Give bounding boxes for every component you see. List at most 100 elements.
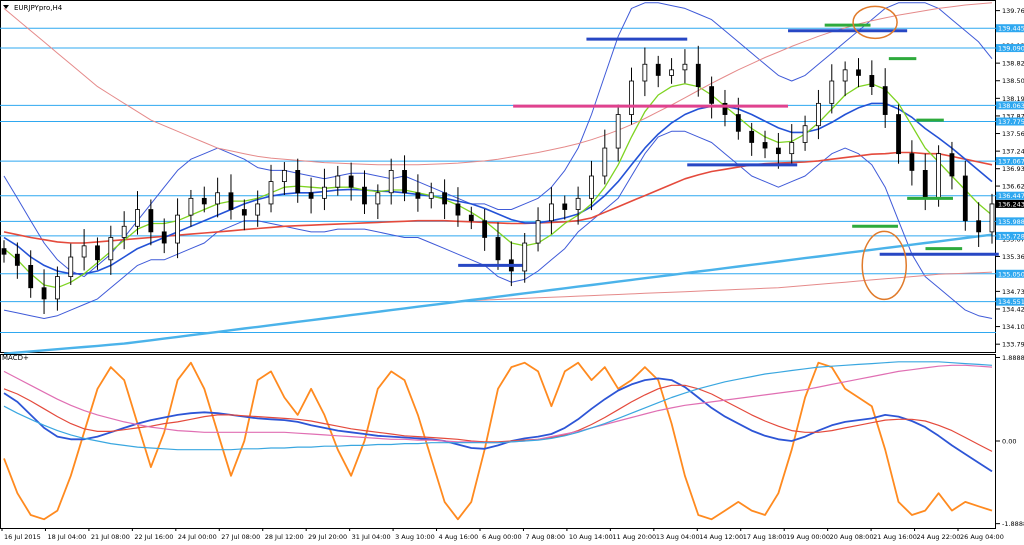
series-bb_upper [3, 2, 993, 278]
candle-body [589, 175, 594, 199]
price-tick-label: 137.560 [1002, 130, 1024, 138]
price-tick-label: 136.620 [1002, 183, 1024, 191]
price-tag-label: 135.728 [998, 232, 1024, 240]
candle-body [442, 192, 447, 205]
candle-body [308, 192, 314, 199]
price-tag [996, 297, 1024, 306]
macd-tick-label: 1.8888 [1002, 354, 1024, 362]
candle-body [148, 209, 154, 233]
candle-body [642, 63, 648, 82]
time-tick-label: 6 Aug 00:00 [482, 533, 522, 541]
time-tick-label: 24 Jul 00:00 [178, 533, 217, 541]
price-tag-label: 135.050 [998, 270, 1024, 278]
time-tick-label: 17 Aug 18:00 [743, 533, 787, 541]
candle-body [749, 130, 755, 143]
time-tick-label: 21 Jul 08:00 [91, 533, 130, 541]
time-tick-label: 20 Aug 08:00 [830, 533, 874, 541]
price-tag-label: 138.063 [998, 102, 1024, 110]
candle-body [816, 102, 821, 127]
candle-body [896, 114, 901, 155]
candle-body [722, 102, 728, 115]
price-panel-frame [0, 0, 996, 353]
candle-body [869, 75, 875, 88]
time-tick-label: 26 Aug 04:00 [960, 533, 1004, 541]
price-tick-label: 134.105 [1002, 323, 1024, 331]
candle-body [629, 80, 634, 115]
time-tick-label: 18 Jul 04:00 [47, 533, 86, 541]
time-axis: 16 Jul 2015 18 Jul 04:00 21 Jul 08:00 22 Ju… [1, 528, 1004, 541]
candle-body [402, 170, 407, 194]
price-tick-label: 137.245 [1002, 148, 1024, 156]
series-bb_lower [3, 130, 993, 319]
candle-body [962, 175, 968, 222]
candle-body [669, 69, 674, 76]
price-tag [996, 191, 1024, 200]
title-dropdown-icon[interactable] [3, 5, 9, 9]
candle-body [161, 231, 167, 244]
candle-body [415, 192, 421, 199]
candle-body [735, 114, 741, 132]
candle-body [562, 203, 568, 210]
candle-body [81, 245, 87, 258]
price-tag [996, 24, 1024, 33]
highlight-circle[interactable] [852, 5, 898, 40]
candle-body [215, 192, 221, 205]
time-tick-label: 14 Aug 12:00 [699, 533, 743, 541]
macd-tick-label: -1.8888 [1002, 520, 1024, 528]
price-tag [996, 231, 1024, 240]
candle-body [428, 192, 434, 199]
candle-body [95, 245, 100, 261]
price-tag-label: 134.551 [998, 298, 1024, 306]
price-tick-label: 136.930 [1002, 165, 1024, 173]
candle-body [455, 203, 461, 216]
candle-body [295, 170, 301, 194]
candle-body [175, 214, 180, 244]
candle-body [882, 86, 888, 115]
candle-body [535, 220, 541, 244]
time-tick-label: 19 Aug 00:00 [786, 533, 830, 541]
candle-body [775, 147, 781, 155]
price-tick-label: 138.190 [1002, 95, 1024, 103]
price-tag-label: 135.988 [998, 218, 1024, 226]
time-tick-label: 13 Aug 04:00 [656, 533, 700, 541]
price-tag [996, 117, 1024, 126]
price-tag [996, 269, 1024, 278]
main-title: EURJPYpro,H4 [14, 4, 63, 12]
time-tick-label: 27 Jul 08:00 [221, 533, 260, 541]
candle-body [228, 192, 234, 210]
series-ma_slow [3, 233, 993, 355]
price-tick-label: 134.735 [1002, 288, 1024, 296]
price-tag-label: 139.445 [998, 25, 1024, 33]
time-tick-label: 11 Aug 20:00 [612, 533, 656, 541]
price-tick-label: 137.875 [1002, 112, 1024, 120]
candle-body [829, 80, 835, 104]
candle-body [989, 203, 995, 233]
macd-panel-frame [0, 354, 996, 529]
candle-body [602, 147, 608, 177]
candle-body [482, 220, 488, 238]
time-tick-label: 24 Aug 22:00 [917, 533, 961, 541]
candle-body [108, 237, 114, 261]
candle-body [388, 170, 394, 194]
series-ma_mid [3, 102, 993, 275]
time-tick-label: 10 Aug 14:00 [569, 533, 613, 541]
price-tag [996, 44, 1024, 53]
time-tick-label: 22 Jul 16:00 [134, 533, 173, 541]
time-tick-label: 28 Jul 12:00 [265, 533, 304, 541]
candle-body [322, 186, 327, 199]
highlight-circle[interactable] [861, 230, 907, 301]
candle-body [14, 253, 20, 266]
candle-body [575, 197, 581, 210]
candle-body [922, 170, 928, 199]
candle-body [936, 153, 941, 199]
candle-body [362, 186, 367, 205]
series-slow_cyan [3, 361, 993, 451]
price-tag-label: 137.775 [998, 118, 1024, 126]
candle-body [842, 69, 848, 82]
candle-body [468, 214, 474, 222]
price-tick-label: 135.360 [1002, 253, 1024, 261]
price-panel: 133.790 134.105 134.420 134.735 135.050 135.3… [0, 0, 1024, 355]
macd-tick-label: 0.00 [1002, 438, 1016, 446]
candle-body [522, 242, 528, 272]
price-tag-label: 136.447 [998, 192, 1024, 200]
